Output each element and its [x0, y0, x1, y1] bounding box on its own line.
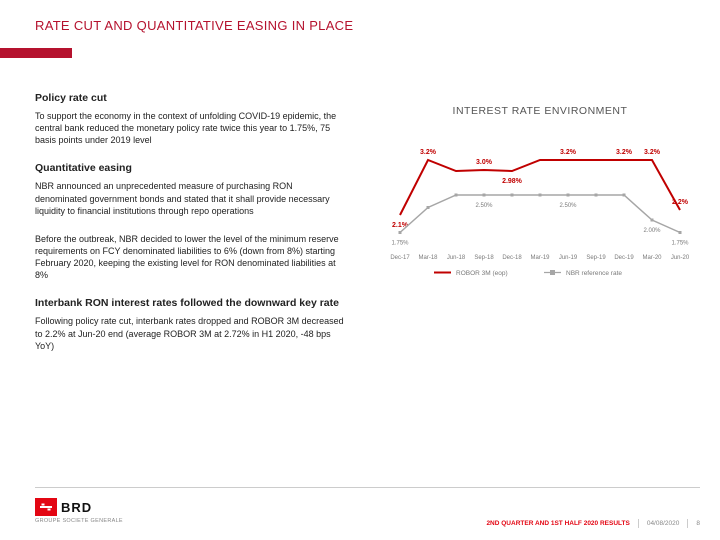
svg-text:Dec-18: Dec-18	[502, 255, 522, 261]
svg-text:Jun-19: Jun-19	[559, 255, 578, 261]
body-policy-rate-cut: To support the economy in the context of…	[35, 110, 345, 146]
svg-text:2.50%: 2.50%	[475, 203, 493, 209]
svg-text:3.2%: 3.2%	[560, 149, 577, 156]
svg-text:2.50%: 2.50%	[559, 203, 577, 209]
footer-results-label: 2ND QUARTER AND 1ST HALF 2020 RESULTS	[486, 520, 629, 527]
svg-text:ROBOR 3M (eop): ROBOR 3M (eop)	[456, 270, 508, 277]
footer-divider	[687, 519, 688, 528]
svg-text:3.2%: 3.2%	[616, 149, 633, 156]
footer-divider	[638, 519, 639, 528]
chart-title: INTEREST RATE ENVIRONMENT	[390, 105, 690, 117]
svg-text:Dec-19: Dec-19	[614, 255, 634, 261]
heading-interbank: Interbank RON interest rates followed th…	[35, 297, 345, 309]
svg-text:Dec-17: Dec-17	[390, 255, 410, 261]
logo-mark-icon	[35, 498, 57, 516]
svg-text:2.1%: 2.1%	[392, 222, 409, 229]
svg-text:2.00%: 2.00%	[643, 228, 661, 234]
heading-quantitative-easing: Quantitative easing	[35, 162, 345, 174]
body-quantitative-easing-2: Before the outbreak, NBR decided to lowe…	[35, 233, 345, 282]
svg-text:Jun-20: Jun-20	[671, 255, 690, 261]
svg-text:3.2%: 3.2%	[644, 149, 661, 156]
footer-rule	[35, 487, 700, 488]
svg-text:Jun-18: Jun-18	[447, 255, 466, 261]
footer-date: 04/08/2020	[647, 520, 680, 527]
svg-text:1.75%: 1.75%	[391, 241, 409, 247]
svg-text:Sep-19: Sep-19	[586, 255, 606, 261]
footer-page-number: 8	[696, 520, 700, 527]
svg-text:Mar-19: Mar-19	[530, 255, 550, 261]
svg-text:2.98%: 2.98%	[502, 178, 523, 185]
svg-text:3.0%: 3.0%	[476, 159, 493, 166]
chart-interest-rate-environment: INTEREST RATE ENVIRONMENT 2.1%3.2%3.0%2.…	[390, 105, 690, 285]
slide-footer: BRD GROUPE SOCIETE GENERALE 2ND QUARTER …	[35, 487, 700, 528]
svg-text:1.75%: 1.75%	[671, 241, 689, 247]
svg-text:Mar-20: Mar-20	[642, 255, 662, 261]
heading-policy-rate-cut: Policy rate cut	[35, 92, 345, 104]
footer-meta: 2ND QUARTER AND 1ST HALF 2020 RESULTS 04…	[486, 519, 700, 528]
slide-title: RATE CUT AND QUANTITATIVE EASING IN PLAC…	[35, 18, 353, 33]
body-quantitative-easing-1: NBR announced an unprecedented measure o…	[35, 180, 345, 216]
svg-text:3.2%: 3.2%	[420, 149, 437, 156]
body-interbank: Following policy rate cut, interbank rat…	[35, 315, 345, 351]
svg-text:NBR reference rate: NBR reference rate	[566, 270, 622, 277]
svg-text:Mar-18: Mar-18	[418, 255, 438, 261]
title-underline	[0, 48, 72, 58]
content-left-column: Policy rate cut To support the economy i…	[35, 92, 345, 368]
logo-brand-text: BRD	[61, 500, 92, 515]
svg-text:2.2%: 2.2%	[672, 199, 689, 206]
line-chart: 2.1% 3.2% 3.0% 2.98% 3.2% 3.2% 3.2% 2.2% 1.75% 2.…	[390, 135, 690, 285]
svg-text:Sep-18: Sep-18	[474, 255, 494, 261]
